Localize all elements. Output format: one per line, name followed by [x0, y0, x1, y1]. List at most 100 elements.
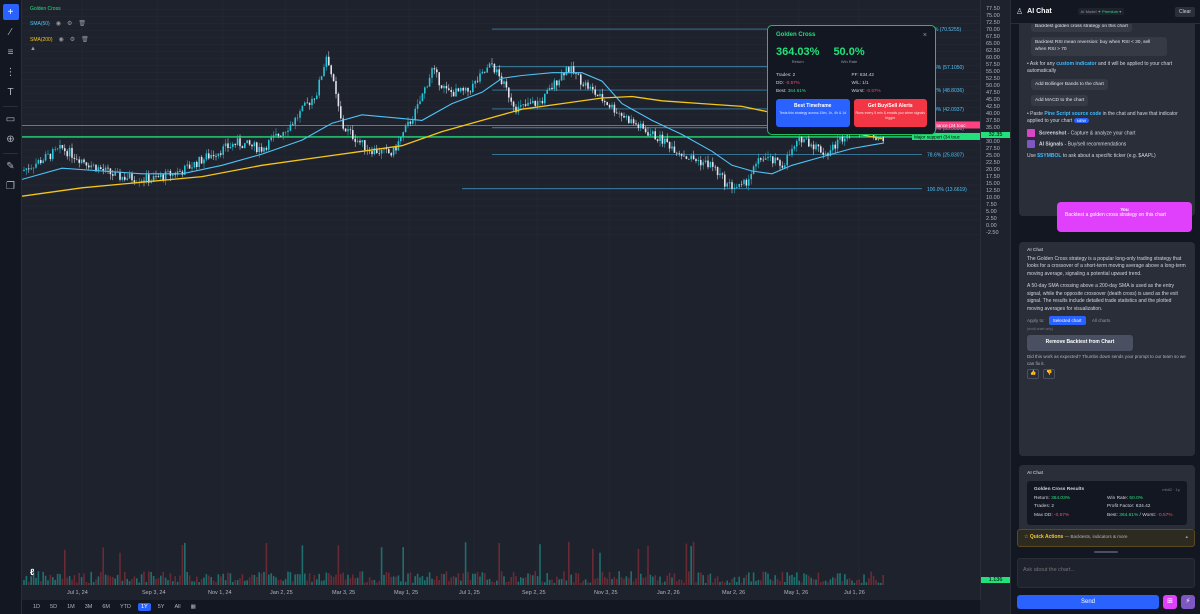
candle-body	[104, 167, 107, 171]
chat-input-box[interactable]	[1017, 558, 1195, 588]
selected-chart-option[interactable]: Selected chart	[1048, 316, 1086, 326]
suggestion-chip[interactable]: Backtest golden cross strategy on this c…	[1031, 24, 1132, 33]
price-chart[interactable]: Jul 1, 24 Sep 3, 24 Nov 1, 24 Jan 2, 25 Mar …	[22, 0, 980, 600]
volume-bar	[92, 582, 95, 585]
volume-bar	[145, 581, 148, 585]
best-timeframe-button[interactable]: Best Timeframe Tests this strategy acros…	[776, 99, 850, 127]
chart-area[interactable]: Jul 1, 24 Sep 3, 24 Nov 1, 24 Jan 2, 25 Mar …	[22, 0, 980, 600]
candle-body	[707, 160, 709, 168]
pattern-icon[interactable]: ⋮	[5, 66, 16, 78]
candle-body	[472, 83, 474, 93]
range-button[interactable]: 3M	[84, 604, 93, 610]
volume-bar	[316, 579, 318, 585]
zoom-icon[interactable]: ⊕	[6, 133, 15, 145]
get-alerts-button[interactable]: Get Buy/Sell Alerts Runs every 5 min & e…	[853, 99, 927, 127]
candle-body	[215, 156, 217, 157]
collapse-icon[interactable]: ▲	[30, 46, 36, 52]
volume-bar	[817, 572, 820, 585]
candle-body	[196, 161, 198, 168]
settings-icon[interactable]: ⚙	[66, 21, 73, 27]
candle-body	[248, 140, 251, 145]
candle-body	[433, 68, 436, 70]
return-value: 364.03%	[776, 46, 820, 58]
candle-body	[330, 65, 332, 75]
model-selector[interactable]: AI Model ✦ Premium ▾	[1077, 8, 1125, 15]
candle-body	[661, 134, 664, 144]
volume-bar	[275, 577, 277, 585]
range-button[interactable]: All	[174, 604, 181, 610]
volume-bar	[236, 580, 239, 585]
trend-line-icon[interactable]: ⁄	[9, 26, 12, 38]
all-charts-option[interactable]: All charts	[1091, 318, 1111, 324]
signals-icon[interactable]: ⚡	[1181, 595, 1195, 609]
fib-label: 23.6% (57.1050)	[927, 65, 964, 71]
candle-body	[688, 158, 690, 160]
volume-bar	[188, 575, 191, 585]
range-button[interactable]: 1Y	[137, 603, 151, 611]
eye-icon[interactable]: ◉	[58, 37, 64, 43]
range-button[interactable]: 5Y	[157, 604, 165, 610]
signals-feature[interactable]: AI Signals - Buy/sell recommendations	[1027, 139, 1187, 149]
candle-body	[124, 176, 126, 180]
message-list[interactable]: Backtest golden cross strategy on this c…	[1011, 24, 1200, 529]
range-button[interactable]: 1D	[33, 604, 41, 610]
resize-handle[interactable]	[1094, 551, 1118, 553]
candle-body	[462, 88, 464, 91]
candle-body	[822, 152, 824, 155]
remove-backtest-button[interactable]: Remove Backtest from Chart	[1027, 335, 1133, 351]
candle-body	[443, 85, 445, 89]
suggestion-chip[interactable]: Backtest RSI mean reversion: buy when RS…	[1031, 37, 1167, 56]
suggestion-chip[interactable]: Add Bollinger Bands to the chart	[1031, 78, 1108, 90]
screenshot-icon[interactable]: ⊞	[1163, 595, 1177, 609]
send-button[interactable]: Send	[1017, 595, 1159, 609]
candle-body	[402, 132, 404, 138]
sma50-legend[interactable]: SMA(50) ◉ ⚙ 🗑	[30, 20, 86, 28]
volume-bar	[335, 574, 337, 585]
candle-body	[452, 91, 455, 97]
settings-icon[interactable]: ⚙	[69, 37, 76, 43]
suggestion-chip[interactable]: Add MACD to the chart	[1031, 94, 1089, 106]
volume-bar	[625, 576, 628, 585]
volume-bar	[371, 580, 373, 585]
candle-body	[256, 142, 258, 153]
candle-body	[836, 139, 839, 149]
ruler-icon[interactable]: ▭	[5, 113, 16, 125]
thumbs-up-icon[interactable]: 👍	[1027, 369, 1040, 379]
volume-bar	[584, 579, 587, 585]
trash-icon[interactable]: 🗑	[81, 37, 89, 43]
layers-icon[interactable]: ❐	[6, 180, 15, 192]
calendar-icon[interactable]: ▦	[190, 604, 196, 610]
candle-body	[277, 133, 280, 136]
volume-bar	[421, 576, 424, 585]
candle-body	[428, 77, 431, 87]
clear-button[interactable]: Clear	[1175, 6, 1195, 17]
price-label: 62.50	[986, 47, 1000, 54]
screenshot-feature[interactable]: Screenshot - Capture & analyze your char…	[1027, 128, 1187, 138]
volume-bar	[815, 579, 817, 585]
sma200-legend[interactable]: SMA(200) ◉ ⚙ 🗑	[30, 36, 89, 44]
eye-icon[interactable]: ◉	[55, 21, 61, 27]
range-button[interactable]: 5D	[50, 604, 58, 610]
brush-icon[interactable]: ✎	[6, 160, 15, 172]
volume-bar	[623, 578, 625, 585]
thumbs-down-icon[interactable]: 👎	[1043, 369, 1056, 379]
range-button[interactable]: 1M	[67, 604, 75, 610]
candle-body	[289, 124, 292, 131]
candle-body	[604, 101, 606, 103]
range-button[interactable]: YTD	[119, 604, 131, 610]
trash-icon[interactable]: 🗑	[78, 21, 86, 27]
candle-body	[659, 134, 661, 141]
range-button[interactable]: 6M	[102, 604, 110, 610]
volume-bar	[580, 582, 582, 585]
quick-actions-bar[interactable]: ☆ Quick Actions — Backtests, indicators …	[1017, 529, 1195, 547]
fib-icon[interactable]: ≡	[7, 46, 14, 58]
volume-bar	[361, 571, 364, 585]
chat-input[interactable]	[1023, 567, 1189, 573]
volume-bar	[388, 572, 390, 585]
volume-bar	[764, 571, 767, 585]
text-icon[interactable]: T	[7, 86, 14, 98]
close-icon[interactable]: ×	[922, 32, 927, 39]
return-label: Return	[791, 59, 804, 64]
crosshair-icon[interactable]: +	[2, 4, 19, 20]
price-axis[interactable]: 77.50 75.00 72.50 70.00 67.50 65.00 62.50 60.00…	[980, 0, 1010, 600]
